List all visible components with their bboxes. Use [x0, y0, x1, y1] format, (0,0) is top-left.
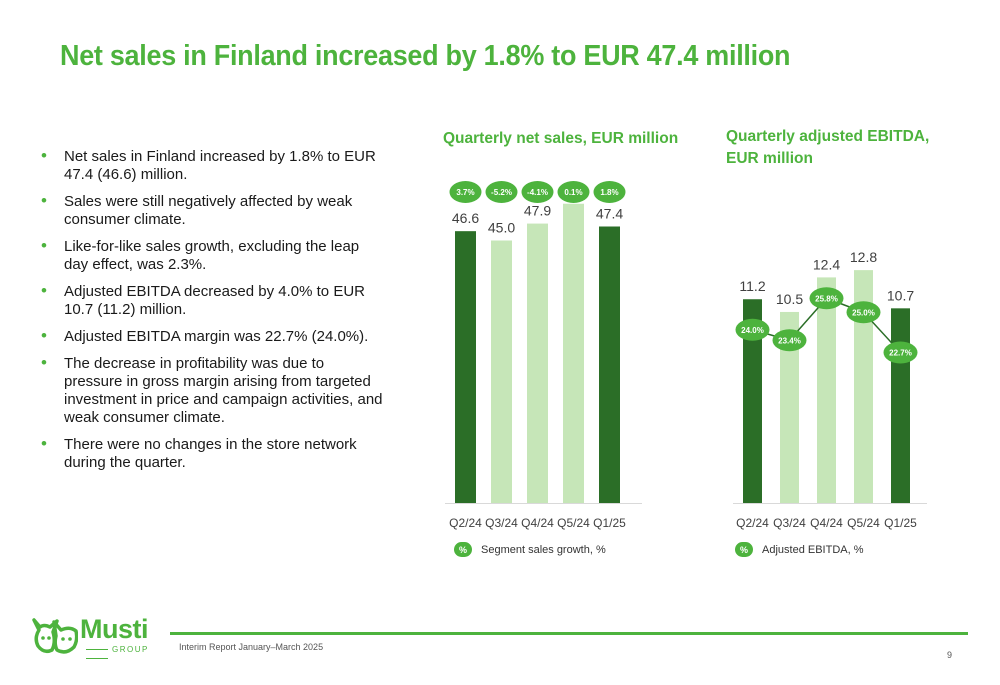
net-sales-growth-pill: [485, 181, 518, 203]
net-sales-category-label: Q1/25: [593, 516, 626, 530]
net-sales-category-label: Q5/24: [557, 516, 590, 530]
bullet-text: Like-for-like sales growth, excluding th…: [64, 238, 360, 273]
bullet-text: Adjusted EBITDA decreased by 4.0% to EUR…: [64, 283, 365, 318]
bullet-item: • Adjusted EBITDA margin was 22.7% (24.0%…: [38, 326, 383, 346]
ebitda-margin-label: 22.7%: [889, 349, 912, 358]
net-sales-growth-label: 1.8%: [600, 188, 618, 197]
footer-report-title: Interim Report January–March 2025: [179, 642, 324, 652]
ebitda-category-label: Q1/25: [884, 516, 917, 530]
percent-badge-icon: %: [735, 542, 753, 557]
page-title: Net sales in Finland increased by 1.8% t…: [60, 40, 791, 72]
net-sales-legend: % Segment sales growth, %: [454, 542, 606, 557]
net-sales-bar: [599, 226, 620, 503]
ebitda-value-label: 10.5: [776, 291, 803, 307]
bullet-text: Adjusted EBITDA margin was 22.7% (24.0%)…: [64, 328, 369, 345]
ebitda-category-label: Q2/24: [736, 516, 769, 530]
ebitda-bar: [817, 277, 836, 503]
bullet-dot-icon: •: [41, 281, 47, 300]
page-number: 9: [946, 650, 952, 660]
net-sales-value-label: 47.9: [524, 203, 551, 219]
bullet-list: • Net sales in Finland increased by 1.8% …: [38, 146, 383, 481]
bullet-dot-icon: •: [41, 191, 47, 210]
bullet-dot-icon: •: [41, 236, 47, 255]
net-sales-growth-pill: [521, 181, 554, 203]
ebitda-category-label: Q3/24: [773, 516, 806, 530]
net-sales-bar: [455, 231, 476, 503]
net-sales-growth-pill: [449, 181, 482, 203]
ebitda-margin-pill: [809, 287, 844, 310]
ebitda-value-label: 12.4: [813, 256, 840, 272]
net-sales-chart-title: Quarterly net sales, EUR million: [443, 130, 679, 147]
ebitda-legend-label: Adjusted EBITDA, %: [762, 543, 864, 556]
ebitda-margin-label: 25.0%: [852, 308, 875, 317]
ebitda-value-label: 12.8: [850, 249, 877, 265]
ebitda-margin-label: 25.8%: [815, 294, 838, 303]
bullet-dot-icon: •: [41, 146, 47, 165]
net-sales-category-label: Q4/24: [521, 516, 554, 530]
bullet-dot-icon: •: [41, 353, 47, 372]
bullet-text: There were no changes in the store netwo…: [64, 436, 357, 471]
ebitda-legend: % Adjusted EBITDA, %: [735, 542, 864, 557]
net-sales-growth-pill: [557, 181, 590, 203]
bullet-item: • Sales were still negatively affected by…: [38, 191, 383, 229]
bullet-dot-icon: •: [41, 326, 47, 345]
ebitda-margin-pill: [883, 341, 918, 364]
pet-faces-logo-icon: [32, 618, 79, 654]
net-sales-category-label: Q3/24: [485, 516, 518, 530]
footer-divider: [170, 632, 968, 635]
bullet-text: The decrease in profitability was due to…: [64, 355, 383, 426]
logo-wordmark: Musti: [80, 614, 149, 644]
ebitda-bar: [743, 299, 762, 503]
percent-badge-icon: %: [454, 542, 472, 557]
ebitda-margin-pill: [846, 301, 881, 324]
bullet-item: • Like-for-like sales growth, excluding t…: [38, 236, 383, 274]
ebitda-chart-title: Quarterly adjusted EBITDA, EUR million: [726, 128, 930, 167]
ebitda-bar: [854, 270, 873, 503]
bullet-text: Net sales in Finland increased by 1.8% t…: [64, 148, 376, 183]
net-sales-category-label: Q2/24: [449, 516, 482, 530]
ebitda-margin-pill: [735, 318, 770, 341]
musti-group-logo: Musti GROUP: [30, 612, 170, 658]
ebitda-margin-label: 23.4%: [778, 336, 801, 345]
ebitda-bar: [891, 308, 910, 503]
net-sales-bar: [527, 223, 548, 504]
ebitda-value-label: 11.2: [739, 278, 765, 294]
bullet-item: • Net sales in Finland increased by 1.8% …: [38, 146, 383, 184]
bullet-dot-icon: •: [41, 434, 47, 453]
bullet-item: • There were no changes in the store netw…: [38, 434, 383, 472]
net-sales-growth-pill: [593, 181, 626, 203]
ebitda-category-label: Q5/24: [847, 516, 880, 530]
bullet-item: • The decrease in profitability was due t…: [38, 353, 383, 427]
ebitda-margin-pill: [772, 329, 807, 352]
ebitda-bar: [780, 311, 799, 503]
net-sales-value-label: 46.6: [452, 210, 479, 226]
net-sales-bar: [563, 203, 584, 503]
net-sales-growth-label: -4.1%: [527, 188, 548, 197]
net-sales-legend-label: Segment sales growth, %: [481, 543, 606, 556]
net-sales-growth-label: 0.1%: [564, 188, 582, 197]
ebitda-value-label: 10.7: [887, 287, 914, 303]
net-sales-value-label: 45.0: [488, 220, 515, 236]
net-sales-growth-label: -5.2%: [491, 188, 512, 197]
net-sales-value-label: 47.4: [596, 206, 623, 222]
bullet-text: Sales were still negatively affected by …: [64, 193, 353, 228]
ebitda-margin-label: 24.0%: [741, 326, 764, 335]
net-sales-growth-label: 3.7%: [456, 188, 474, 197]
net-sales-bar: [491, 240, 512, 503]
ebitda-category-label: Q4/24: [810, 516, 843, 530]
logo-subtitle: GROUP: [82, 645, 170, 663]
bullet-item: • Adjusted EBITDA decreased by 4.0% to EU…: [38, 281, 383, 319]
